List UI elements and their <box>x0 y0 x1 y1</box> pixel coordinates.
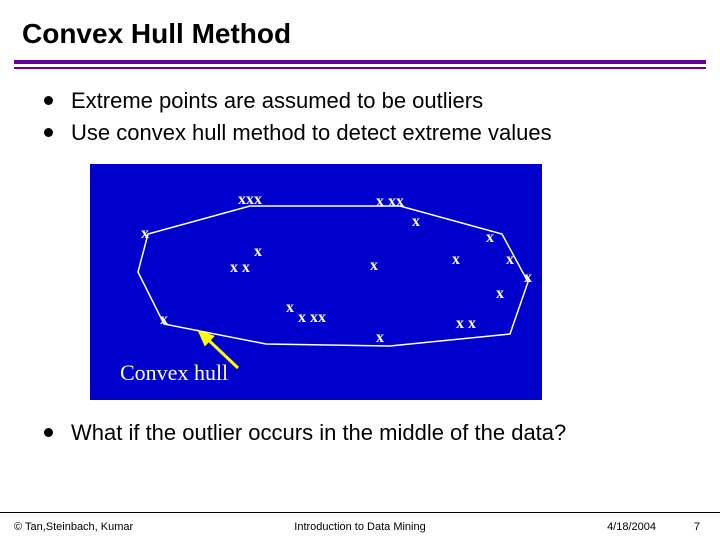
bullet-item: Use convex hull method to detect extreme… <box>44 119 692 147</box>
rule-thick <box>14 60 706 64</box>
bullets-bottom: What if the outlier occurs in the middle… <box>0 405 720 447</box>
svg-text:x: x <box>452 251 460 268</box>
svg-text:x: x <box>370 257 378 274</box>
svg-text:x: x <box>486 229 494 246</box>
svg-text:x: x <box>412 213 420 230</box>
svg-text:x: x <box>506 251 514 268</box>
svg-text:x xx: x xx <box>298 309 326 326</box>
bullet-item: Extreme points are assumed to be outlier… <box>44 87 692 115</box>
svg-text:xxx: xxx <box>238 191 262 208</box>
svg-text:Convex hull: Convex hull <box>120 360 228 385</box>
svg-text:x: x <box>496 285 504 302</box>
bullet-text: Extreme points are assumed to be outlier… <box>71 87 483 115</box>
svg-text:x: x <box>286 299 294 316</box>
bullet-dot-icon <box>44 96 53 105</box>
bullet-text: What if the outlier occurs in the middle… <box>71 419 566 447</box>
bullet-dot-icon <box>44 428 53 437</box>
footer-date: 4/18/2004 <box>607 521 656 533</box>
footer: © Tan,Steinbach, Kumar Introduction to D… <box>0 512 720 540</box>
svg-text:x x: x x <box>230 259 250 276</box>
svg-text:x: x <box>160 311 168 328</box>
convex-hull-figure: xxxxx xxxxxx xxxxxxxx xxxx xxConvex hull <box>90 164 542 400</box>
svg-text:x: x <box>141 225 149 242</box>
slide-title: Convex Hull Method <box>0 0 720 58</box>
bullets-top: Extreme points are assumed to be outlier… <box>0 69 720 146</box>
bullet-dot-icon <box>44 128 53 137</box>
bullet-text: Use convex hull method to detect extreme… <box>71 119 552 147</box>
svg-text:x xx: x xx <box>376 193 404 210</box>
svg-text:x: x <box>524 269 532 286</box>
svg-text:x: x <box>254 243 262 260</box>
svg-text:x: x <box>376 329 384 346</box>
svg-text:x x: x x <box>456 315 476 332</box>
footer-page: 7 <box>694 521 700 533</box>
bullet-item: What if the outlier occurs in the middle… <box>44 419 692 447</box>
